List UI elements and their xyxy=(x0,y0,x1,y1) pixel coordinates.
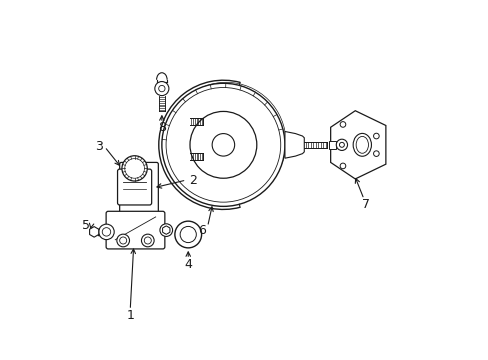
Circle shape xyxy=(336,139,347,150)
Circle shape xyxy=(141,234,154,247)
Circle shape xyxy=(159,85,164,92)
Text: 3: 3 xyxy=(94,140,102,153)
Polygon shape xyxy=(163,226,169,234)
Circle shape xyxy=(117,234,129,247)
Text: 1: 1 xyxy=(126,309,134,322)
Circle shape xyxy=(155,81,168,96)
Text: 6: 6 xyxy=(198,225,206,238)
Ellipse shape xyxy=(352,134,371,156)
Circle shape xyxy=(180,226,196,243)
Circle shape xyxy=(122,156,147,181)
Circle shape xyxy=(373,133,378,139)
Circle shape xyxy=(175,221,201,248)
Circle shape xyxy=(102,228,110,236)
Circle shape xyxy=(339,142,344,147)
Circle shape xyxy=(124,158,144,178)
Bar xyxy=(328,141,335,149)
Polygon shape xyxy=(89,226,99,237)
Polygon shape xyxy=(330,111,385,179)
Text: 7: 7 xyxy=(361,198,369,211)
FancyBboxPatch shape xyxy=(106,211,164,249)
Circle shape xyxy=(340,163,345,169)
Circle shape xyxy=(120,237,126,244)
Polygon shape xyxy=(285,131,304,158)
Text: 2: 2 xyxy=(189,174,197,186)
Circle shape xyxy=(373,151,378,157)
FancyBboxPatch shape xyxy=(120,162,158,213)
Circle shape xyxy=(190,112,256,178)
Text: 8: 8 xyxy=(158,121,165,134)
Circle shape xyxy=(99,224,114,240)
Text: 4: 4 xyxy=(184,258,192,271)
Circle shape xyxy=(160,224,172,237)
FancyBboxPatch shape xyxy=(117,169,151,205)
Text: 5: 5 xyxy=(81,219,89,232)
Circle shape xyxy=(212,134,234,156)
Circle shape xyxy=(162,83,285,206)
Circle shape xyxy=(163,226,169,234)
Circle shape xyxy=(340,122,345,127)
Circle shape xyxy=(144,237,151,244)
